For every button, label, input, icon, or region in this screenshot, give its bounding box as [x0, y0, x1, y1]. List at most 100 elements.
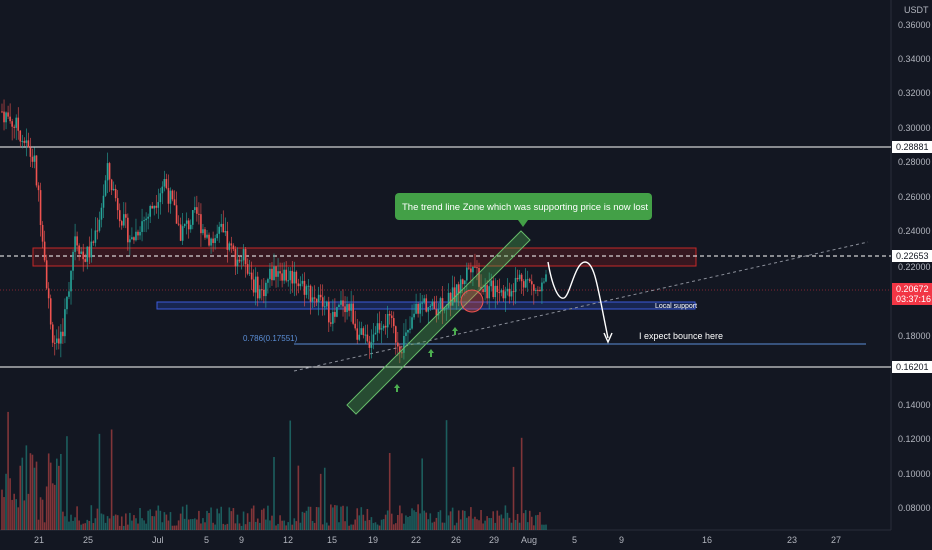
volume-bar: [131, 520, 133, 530]
candle-body: [27, 140, 30, 148]
candle-body: [470, 268, 472, 273]
volume-bar: [92, 523, 95, 530]
candle-body: [230, 243, 233, 246]
volume-bar: [468, 516, 470, 530]
candle-body: [15, 117, 18, 128]
candle-body: [261, 289, 263, 291]
candle-body: [204, 229, 206, 238]
volume-bar: [439, 510, 442, 530]
candle-body: [293, 271, 296, 284]
projected-path: [547, 261, 609, 339]
volume-bar: [445, 420, 448, 530]
volume-bar: [175, 525, 178, 530]
price-label-current: 0.20672 03:37:16: [892, 283, 932, 305]
volume-bar: [486, 516, 488, 530]
volume-bar: [216, 508, 218, 530]
candle-body: [494, 285, 497, 298]
volume-bar: [443, 522, 446, 530]
candle-body: [177, 223, 180, 225]
candle-body: [169, 190, 172, 204]
y-tick: 0.18000: [898, 331, 931, 341]
candle-body: [62, 331, 64, 337]
candle-body: [307, 285, 310, 287]
volume-bar: [275, 525, 277, 530]
candle-body: [149, 206, 151, 217]
volume-bar: [120, 516, 123, 530]
x-tick: Jul: [152, 535, 164, 545]
annotation-callout[interactable]: The trend line Zone which was supporting…: [395, 193, 652, 227]
up-arrow-icon: [452, 327, 458, 335]
price-label-lower-text: 0.16201: [896, 362, 929, 372]
candle-body: [187, 220, 190, 230]
candle-body: [68, 291, 70, 297]
volume-bar: [537, 514, 539, 530]
volume-bar: [545, 524, 547, 530]
candle-body: [139, 231, 141, 236]
candle-body: [545, 274, 547, 282]
volume-bar: [451, 507, 454, 530]
candle-body: [451, 287, 454, 306]
volume-bar: [405, 515, 407, 530]
candle-body: [9, 116, 11, 122]
long-trendline[interactable]: [293, 241, 869, 372]
volume-bar: [137, 523, 139, 530]
candle-body: [461, 279, 464, 285]
volume-bar: [240, 525, 243, 530]
volume-bar: [431, 522, 434, 530]
candle-body: [13, 126, 15, 128]
candle-body: [122, 214, 125, 226]
candle-body: [232, 245, 235, 250]
candle-body: [518, 274, 521, 280]
volume-bar: [283, 520, 285, 530]
volume-bar: [100, 513, 103, 530]
volume-bar: [474, 516, 476, 530]
volume-bar: [360, 507, 363, 530]
candle-body: [33, 155, 36, 162]
candle-body: [397, 342, 399, 347]
x-tick: 23: [787, 535, 797, 545]
volume-bar: [98, 433, 101, 530]
candle-body: [502, 290, 505, 299]
candle-body: [299, 283, 302, 287]
volume-bar: [330, 504, 332, 530]
candle-body: [218, 226, 220, 234]
candle-body: [338, 304, 340, 308]
volume-bar: [466, 517, 468, 530]
volume-bar: [177, 520, 180, 530]
candle-body: [313, 297, 316, 299]
volume-bar: [344, 521, 346, 530]
candle-body: [476, 267, 478, 269]
candle-body: [279, 271, 281, 274]
volume-bar: [70, 514, 72, 530]
volume-bar: [514, 519, 517, 530]
trend-line-zone[interactable]: [346, 230, 531, 415]
volume-bar: [33, 467, 36, 530]
volume-bar: [435, 517, 438, 530]
volume-bar: [425, 512, 428, 530]
candle-body: [459, 279, 462, 294]
candle-body: [321, 297, 324, 307]
volume-bar: [80, 524, 82, 530]
candle-body: [352, 303, 354, 324]
candle-body: [78, 245, 80, 254]
volume-bar: [244, 524, 247, 530]
volume-bar: [129, 512, 131, 530]
resistance-zone[interactable]: [32, 247, 697, 267]
y-tick: 0.12000: [898, 434, 931, 444]
volume-bar: [273, 457, 275, 530]
candle-body: [19, 130, 22, 142]
volume-bar: [135, 518, 137, 530]
volume-bar: [139, 508, 141, 530]
candle-body: [437, 308, 440, 316]
volume-bar: [311, 520, 314, 530]
candle-body: [421, 302, 423, 304]
candle-body: [82, 251, 84, 260]
candle-body: [183, 223, 186, 227]
volume-bar: [504, 505, 507, 530]
volume-bar: [238, 523, 241, 530]
volume-bar: [153, 516, 156, 530]
volume-bar: [108, 518, 111, 530]
candle-body: [415, 303, 417, 314]
x-tick: 5: [572, 535, 577, 545]
